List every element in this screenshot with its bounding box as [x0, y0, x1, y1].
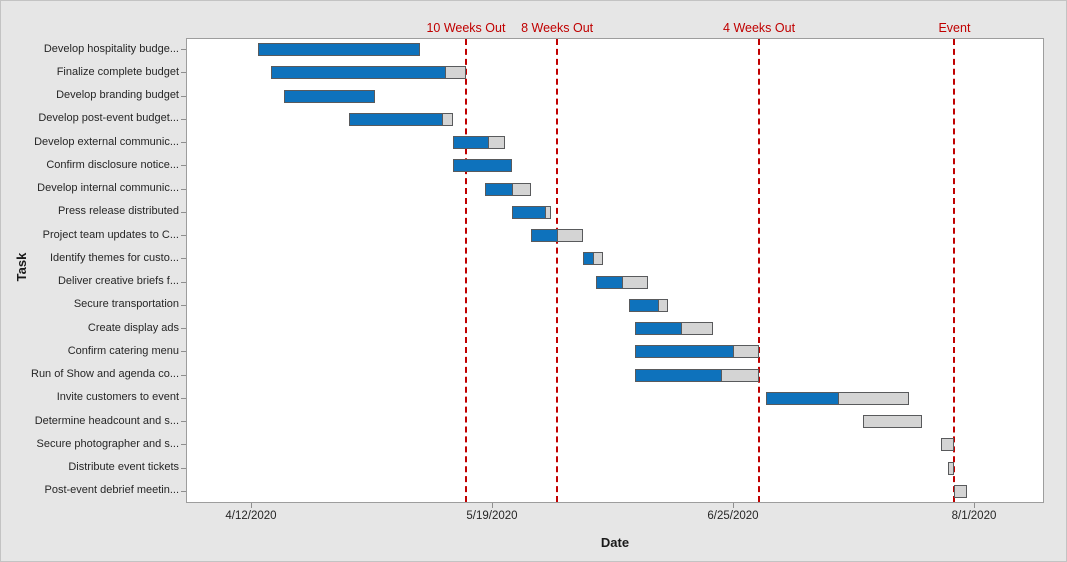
y-axis-tick	[181, 211, 186, 213]
task-label: Project team updates to C...	[42, 228, 179, 241]
reference-line	[464, 39, 467, 502]
task-bar	[628, 298, 668, 312]
task-bar	[954, 484, 968, 498]
y-axis-tick	[181, 165, 186, 167]
task-bar-complete-segment	[636, 346, 734, 358]
y-axis-tick	[181, 95, 186, 97]
task-bar-complete-segment	[766, 392, 839, 404]
task-label: Develop post-event budget...	[38, 112, 179, 125]
task-bar	[270, 66, 466, 80]
task-label: Confirm catering menu	[67, 344, 179, 357]
y-axis-tick	[181, 397, 186, 399]
x-tick-label: 8/1/2020	[951, 510, 997, 522]
reference-line	[556, 39, 559, 502]
task-bar-complete-segment	[349, 113, 443, 125]
x-axis-tick	[733, 503, 734, 508]
y-axis-tick	[181, 142, 186, 144]
task-label: Confirm disclosure notice...	[46, 158, 179, 171]
task-bar	[531, 229, 584, 243]
task-bar-complete-segment	[532, 230, 559, 242]
task-bar	[485, 182, 532, 196]
task-label: Invite customers to event	[56, 391, 179, 404]
task-label: Finalize complete budget	[56, 65, 179, 78]
x-axis-title: Date	[600, 535, 630, 550]
reference-line	[758, 39, 761, 502]
task-bar-complete-segment	[512, 206, 546, 218]
task-bar	[635, 345, 760, 359]
task-bar-complete-segment	[453, 137, 490, 149]
x-axis-tick	[974, 503, 975, 508]
y-axis-tick	[181, 188, 186, 190]
task-bar-complete-segment	[636, 323, 682, 335]
y-axis-tick	[181, 304, 186, 306]
x-axis-tick	[251, 503, 252, 508]
task-bar	[583, 252, 603, 266]
y-axis-tick	[181, 235, 186, 237]
task-bar	[941, 438, 955, 452]
y-axis-tick	[181, 118, 186, 120]
y-axis-tick	[181, 281, 186, 283]
task-bar	[348, 112, 453, 126]
task-bar-complete-segment	[284, 90, 374, 102]
task-label: Identify themes for custo...	[49, 251, 179, 264]
task-bar	[283, 89, 375, 103]
y-axis-tick	[181, 72, 186, 74]
x-tick-label: 4/12/2020	[225, 510, 277, 522]
task-label: Deliver creative briefs f...	[57, 275, 179, 288]
task-bar	[635, 322, 714, 336]
y-axis-tick	[181, 467, 186, 469]
task-bar-complete-segment	[258, 44, 420, 56]
task-label: Create display ads	[87, 321, 179, 334]
task-bar	[452, 136, 505, 150]
x-tick-label: 6/25/2020	[707, 510, 759, 522]
task-bar	[511, 205, 551, 219]
reference-line-label: Event	[938, 21, 971, 35]
task-bar-complete-segment	[453, 160, 511, 172]
x-tick-label: 5/19/2020	[466, 510, 518, 522]
y-axis-tick	[181, 374, 186, 376]
task-label: Run of Show and agenda co...	[31, 368, 179, 381]
x-axis-tick	[492, 503, 493, 508]
task-label: Determine headcount and s...	[34, 414, 179, 427]
task-bar	[765, 391, 909, 405]
task-bar	[452, 159, 512, 173]
task-bar-complete-segment	[636, 369, 722, 381]
reference-line-label: 10 Weeks Out	[426, 21, 506, 35]
task-bar	[947, 461, 955, 475]
task-bar	[635, 368, 760, 382]
task-bar-complete-segment	[486, 183, 514, 195]
y-axis-tick	[181, 421, 186, 423]
task-label: Develop hospitality budge...	[43, 42, 179, 55]
task-label: Develop external communic...	[34, 135, 179, 148]
task-label: Secure photographer and s...	[36, 437, 179, 450]
task-bar-complete-segment	[597, 276, 623, 288]
task-bar	[257, 43, 421, 57]
task-bar	[596, 275, 649, 289]
y-axis-tick	[181, 328, 186, 330]
task-label: Press release distributed	[57, 205, 179, 218]
task-label: Secure transportation	[73, 298, 179, 311]
y-axis-tick	[181, 49, 186, 51]
task-label: Distribute event tickets	[68, 461, 179, 474]
task-bar-complete-segment	[584, 253, 594, 265]
task-bar-complete-segment	[271, 67, 446, 79]
y-axis-tick	[181, 444, 186, 446]
task-bar-complete-segment	[629, 299, 660, 311]
task-label: Develop internal communic...	[37, 182, 179, 195]
y-axis-tick	[181, 351, 186, 353]
plot-area	[186, 38, 1044, 503]
reference-line-label: 4 Weeks Out	[723, 21, 796, 35]
task-label: Develop branding budget	[56, 89, 179, 102]
reference-line-label: 8 Weeks Out	[521, 21, 594, 35]
task-bar	[863, 415, 922, 429]
y-axis-tick	[181, 258, 186, 260]
y-axis-tick	[181, 490, 186, 492]
task-label: Post-event debrief meetin...	[44, 484, 179, 497]
reference-line	[953, 39, 956, 502]
